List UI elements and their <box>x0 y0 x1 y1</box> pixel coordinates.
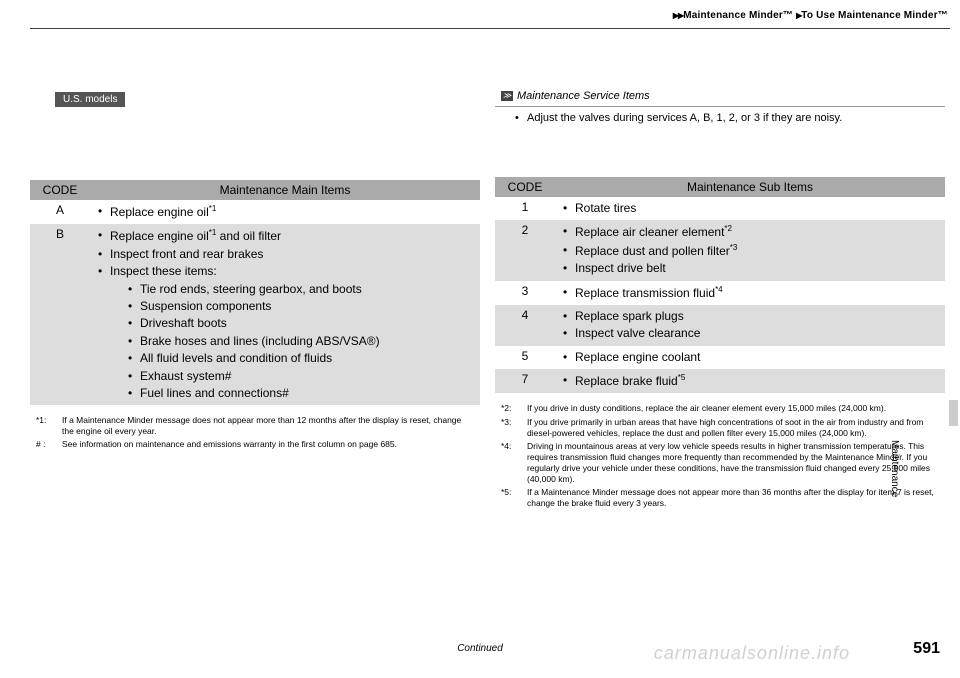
list-item: Replace spark plugs <box>561 308 939 325</box>
sub-header-code: CODE <box>495 177 555 197</box>
list-item: Inspect these items:Tie rod ends, steeri… <box>96 263 474 402</box>
list-item: Replace dust and pollen filter*3 <box>561 242 939 260</box>
table-row: BReplace engine oil*1 and oil filterInsp… <box>30 224 480 405</box>
list-item: Suspension components <box>126 298 474 315</box>
footnote-label: *1: <box>36 415 62 437</box>
main-header-code: CODE <box>30 180 90 200</box>
footnote: *5:If a Maintenance Minder message does … <box>501 487 939 509</box>
footnote: # :See information on maintenance and em… <box>36 439 474 450</box>
footnote: *3:If you drive primarily in urban areas… <box>501 417 939 439</box>
side-label: Maintenance <box>889 440 900 520</box>
main-items-table: CODE Maintenance Main Items AReplace eng… <box>30 180 480 405</box>
list-item: Inspect drive belt <box>561 260 939 277</box>
arrow-icon: ▶▶ <box>673 11 683 20</box>
model-badge: U.S. models <box>55 92 125 107</box>
list-item: Fuel lines and connections# <box>126 385 474 402</box>
page-number: 591 <box>913 640 940 658</box>
footnote-label: *5: <box>501 487 527 509</box>
items-cell: Replace air cleaner element*2Replace dus… <box>555 220 945 280</box>
code-cell: 1 <box>495 197 555 220</box>
list-item: Replace engine oil*1 and oil filter <box>96 227 474 245</box>
items-cell: Replace engine coolant <box>555 346 945 369</box>
info-box-header: ≫ Maintenance Service Items <box>495 88 945 107</box>
list-item: Adjust the valves during services A, B, … <box>513 111 935 127</box>
code-cell: 4 <box>495 305 555 346</box>
info-box-body: Adjust the valves during services A, B, … <box>495 107 945 131</box>
code-cell: 5 <box>495 346 555 369</box>
breadcrumb-page: To Use Maintenance Minder™ <box>801 10 948 21</box>
list-item: Replace engine oil*1 <box>96 203 474 221</box>
breadcrumb-section: Maintenance Minder™ <box>683 10 793 21</box>
footnote: *1:If a Maintenance Minder message does … <box>36 415 474 437</box>
footnote-label: *2: <box>501 403 527 414</box>
breadcrumb: ▶▶Maintenance Minder™ ▶To Use Maintenanc… <box>673 10 948 21</box>
list-item: Replace engine coolant <box>561 349 939 366</box>
items-cell: Rotate tires <box>555 197 945 220</box>
table-row: 1 Rotate tires <box>495 197 945 220</box>
items-cell: Replace brake fluid*5 <box>555 369 945 393</box>
items-cell: Replace spark plugsInspect valve clearan… <box>555 305 945 346</box>
table-row: 4Replace spark plugsInspect valve cleara… <box>495 305 945 346</box>
table-row: A Replace engine oil*1 <box>30 200 480 224</box>
footnote-text: If you drive primarily in urban areas th… <box>527 417 939 439</box>
code-cell: A <box>30 200 90 224</box>
info-icon: ≫ <box>501 91 513 101</box>
list-item: All fluid levels and condition of fluids <box>126 350 474 367</box>
footnote-label: *4: <box>501 441 527 485</box>
items-cell: Replace engine oil*1 <box>90 200 480 224</box>
footnote-text: If you drive in dusty conditions, replac… <box>527 403 939 414</box>
footnote: *2:If you drive in dusty conditions, rep… <box>501 403 939 414</box>
code-cell: 7 <box>495 369 555 393</box>
info-box-title: Maintenance Service Items <box>517 90 650 102</box>
sub-footnotes: *2:If you drive in dusty conditions, rep… <box>495 403 945 508</box>
list-item: Brake hoses and lines (including ABS/VSA… <box>126 333 474 350</box>
list-item: Rotate tires <box>561 200 939 217</box>
footnote-label: *3: <box>501 417 527 439</box>
table-row: 7 Replace brake fluid*5 <box>495 369 945 393</box>
footnote: *4:Driving in mountainous areas at very … <box>501 441 939 485</box>
list-item: Tie rod ends, steering gearbox, and boot… <box>126 281 474 298</box>
footnote-text: Driving in mountainous areas at very low… <box>527 441 939 485</box>
list-item: Replace transmission fluid*4 <box>561 284 939 302</box>
list-item: Replace brake fluid*5 <box>561 372 939 390</box>
footnote-text: If a Maintenance Minder message does not… <box>62 415 474 437</box>
list-item: Inspect valve clearance <box>561 325 939 342</box>
list-item: Exhaust system# <box>126 368 474 385</box>
items-cell: Replace transmission fluid*4 <box>555 281 945 305</box>
footnote-label: # : <box>36 439 62 450</box>
main-footnotes: *1:If a Maintenance Minder message does … <box>30 415 480 450</box>
sub-header-items: Maintenance Sub Items <box>555 177 945 197</box>
side-tab <box>949 400 958 426</box>
table-row: 5 Replace engine coolant <box>495 346 945 369</box>
list-item: Replace air cleaner element*2 <box>561 223 939 241</box>
header-rule <box>30 28 950 29</box>
list-item: Driveshaft boots <box>126 315 474 332</box>
code-cell: B <box>30 224 90 405</box>
items-cell: Replace engine oil*1 and oil filterInspe… <box>90 224 480 405</box>
footnote-text: If a Maintenance Minder message does not… <box>527 487 939 509</box>
table-row: 3 Replace transmission fluid*4 <box>495 281 945 305</box>
table-row: 2Replace air cleaner element*2Replace du… <box>495 220 945 280</box>
watermark: carmanualsonline.info <box>654 643 850 664</box>
info-box: ≫ Maintenance Service Items Adjust the va… <box>495 88 945 131</box>
list-item: Inspect front and rear brakes <box>96 246 474 263</box>
main-header-items: Maintenance Main Items <box>90 180 480 200</box>
footnote-text: See information on maintenance and emiss… <box>62 439 474 450</box>
code-cell: 2 <box>495 220 555 280</box>
code-cell: 3 <box>495 281 555 305</box>
sub-items-table: CODE Maintenance Sub Items 1 Rotate tires… <box>495 177 945 394</box>
